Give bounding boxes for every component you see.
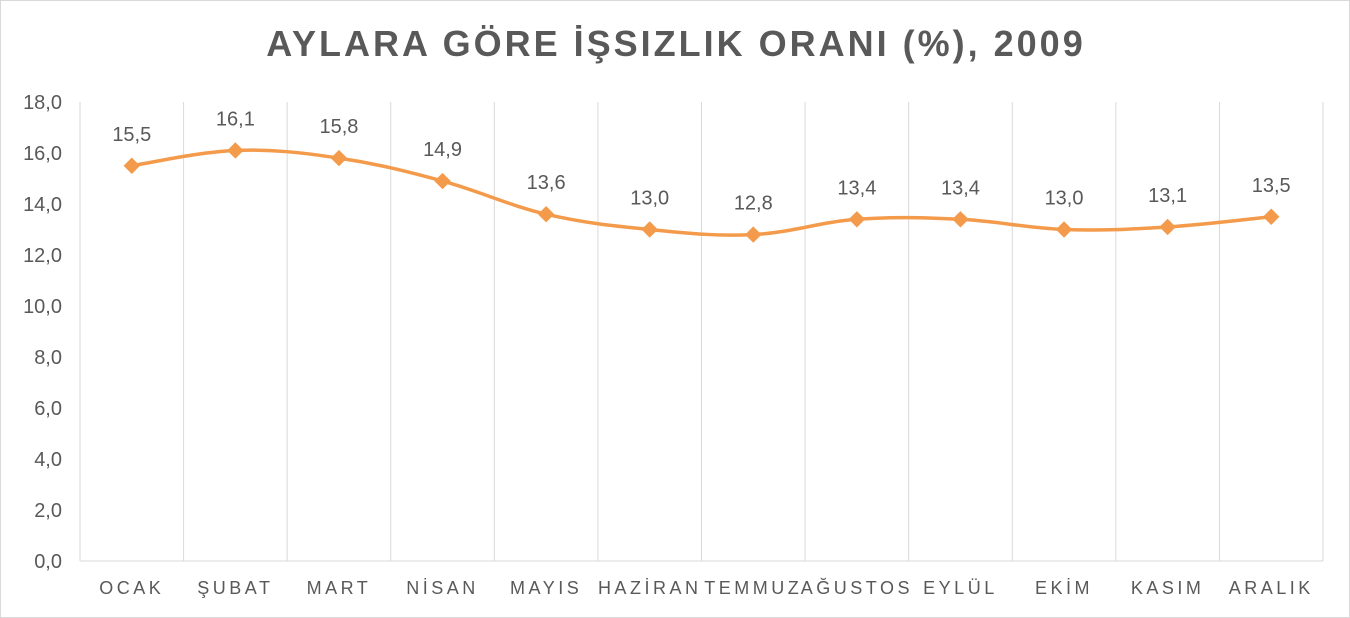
y-tick-label: 12,0 [23, 245, 62, 267]
x-category-label: NİSAN [406, 578, 479, 598]
data-point-marker [537, 205, 555, 223]
y-tick-label: 2,0 [34, 500, 62, 522]
data-point-marker [227, 142, 244, 159]
series-line [130, 148, 1273, 237]
x-category-label: KASIM [1131, 578, 1205, 598]
data-label: 13,4 [941, 177, 980, 199]
data-point-marker [434, 172, 451, 190]
data-label: 14,9 [423, 139, 462, 161]
data-point-marker [848, 211, 866, 228]
data-point-marker [1055, 221, 1073, 238]
x-category-label: EKİM [1035, 578, 1093, 598]
y-tick-label: 14,0 [23, 194, 62, 216]
data-label: 13,0 [1045, 188, 1084, 210]
x-category-label: HAZİRAN [598, 578, 702, 598]
data-point-marker [1263, 208, 1280, 225]
y-tick-label: 4,0 [34, 449, 62, 471]
data-label: 13,1 [1148, 185, 1187, 207]
data-label: 12,8 [734, 193, 773, 215]
data-label: 13,5 [1252, 175, 1291, 197]
data-point-marker [123, 157, 140, 174]
series-line-layer [130, 148, 1273, 237]
data-point-marker [745, 226, 762, 243]
y-tick-label: 0,0 [34, 551, 62, 573]
data-labels: 15,5 16,1 15,8 14,9 13,6 13,0 12,8 13,4 13,4 13,0… [112, 108, 1290, 214]
x-category-label: TEMMUZ [704, 578, 802, 598]
x-category-label: ARALIK [1229, 578, 1314, 598]
y-tick-label: 18,0 [23, 92, 62, 114]
x-category-label: MAYIS [510, 578, 582, 598]
x-category-label: AĞUSTOS [801, 577, 913, 598]
series-markers [123, 142, 1280, 243]
x-category-label: OCAK [99, 578, 164, 598]
y-axis: 0,0 2,0 4,0 6,0 8,0 10,0 12,0 14,0 16,0 18,0 [23, 92, 62, 573]
data-label: 16,1 [216, 108, 255, 130]
data-label: 13,6 [527, 172, 566, 194]
x-category-label: ŞUBAT [197, 578, 273, 598]
y-tick-label: 8,0 [34, 347, 62, 369]
data-label: 15,8 [319, 116, 358, 138]
data-label: 15,5 [112, 124, 151, 146]
chart-title: AYLARA GÖRE İŞSIZLIK ORANI (%), 2009 [266, 23, 1086, 64]
data-point-marker [952, 211, 969, 228]
data-label: 13,0 [630, 188, 669, 210]
data-label: 13,4 [837, 177, 876, 199]
y-tick-label: 6,0 [34, 398, 62, 420]
x-category-label: MART [307, 578, 372, 598]
y-tick-label: 10,0 [23, 296, 62, 318]
gridlines [79, 102, 1324, 562]
y-tick-label: 16,0 [23, 143, 62, 165]
data-point-marker [1159, 218, 1176, 236]
data-point-marker [330, 149, 348, 167]
x-category-label: EYLÜL [923, 578, 998, 598]
data-point-marker [641, 221, 658, 238]
x-axis: OCAK ŞUBAT MART NİSAN MAYIS HAZİRAN TEMMUZAĞUS… [99, 577, 1314, 598]
